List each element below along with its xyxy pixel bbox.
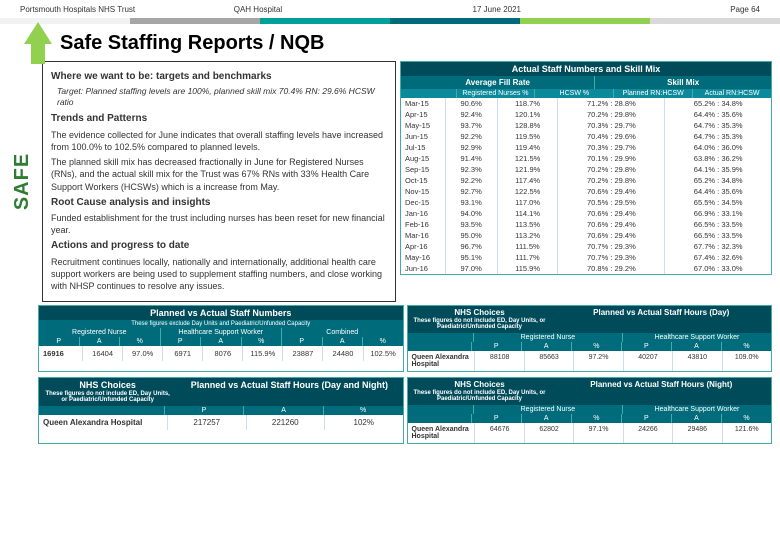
col-header [401,89,457,98]
header-site: QAH Hospital [164,5,378,14]
table-row: Mar-1695.0%113.2%70.6% : 29.4%66.5% : 33… [401,230,771,241]
header-org: Portsmouth Hospitals NHS Trust [20,5,164,14]
trends-heading: Trends and Patterns [51,112,387,126]
arrow-stem-icon [31,44,45,64]
planned-actual-numbers-panel: Planned vs Actual Staff NumbersThese fig… [38,305,404,372]
table-row: Nov-1592.7%122.5%70.6% : 29.4%64.4% : 35… [401,186,771,197]
nhs-choices-daynight-panel: NHS ChoicesThese figures do not include … [38,377,404,444]
trends-p2: The planned skill mix has decreased frac… [51,156,387,192]
safe-label: SAFE [12,153,35,210]
trends-p1: The evidence collected for June indicate… [51,129,387,153]
staff-skillmix-panel: Actual Staff Numbers and Skill Mix Avera… [400,61,772,275]
header-date: 17 June 2021 [378,5,617,14]
table-row: Apr-1696.7%111.5%70.7% : 29.3%67.7% : 32… [401,241,771,252]
col-header: Planned RN:HCSW [614,89,693,98]
page-header: Portsmouth Hospitals NHS Trust QAH Hospi… [0,0,780,18]
header-page: Page 64 [616,5,760,14]
col-header: HCSW % [535,89,614,98]
table-row: Jun-1592.2%119.5%70.4% : 29.6%64.7% : 35… [401,131,771,142]
rootcause-heading: Root Cause analysis and insights [51,196,387,210]
table-row: Apr-1592.4%120.1%70.2% : 29.8%64.4% : 35… [401,109,771,120]
table-row: Dec-1593.1%117.0%70.5% : 29.5%65.5% : 34… [401,197,771,208]
staff-table: Mar-1590.6%118.7%71.2% : 28.8%65.2% : 34… [401,98,771,274]
table-row: Oct-1592.2%117.4%70.2% : 29.8%65.2% : 34… [401,175,771,186]
table-row: Jun-1697.0%115.9%70.8% : 29.2%67.0% : 33… [401,263,771,274]
nhs-choices-night-panel: NHS ChoicesThese figures do not include … [407,377,773,444]
target-text: Target: Planned staffing levels are 100%… [57,86,387,109]
subhead-fillrate: Average Fill Rate [401,76,595,89]
color-bar [0,18,780,24]
subhead-skillmix: Skill Mix [595,76,771,89]
title-row: Safe Staffing Reports / NQB [0,28,780,61]
rootcause-p: Funded establishment for the trust inclu… [51,212,387,236]
table-row: Mar-1590.6%118.7%71.2% : 28.8%65.2% : 34… [401,98,771,109]
table-row: Aug-1591.4%121.5%70.1% : 29.9%63.8% : 36… [401,153,771,164]
safe-sidebar: SAFE [8,61,38,302]
table-row: May-1695.1%111.7%70.7% : 29.3%67.4% : 32… [401,252,771,263]
table-row: Feb-1693.5%113.5%70.6% : 29.4%66.5% : 33… [401,219,771,230]
col-header: Actual RN:HCSW [693,89,771,98]
table-row: Jan-1694.0%114.1%70.6% : 29.4%66.9% : 33… [401,208,771,219]
col-header: Registered Nurses % [457,89,536,98]
table-row: Sep-1592.3%121.9%70.2% : 29.8%64.1% : 35… [401,164,771,175]
targets-heading: Where we want to be: targets and benchma… [51,70,387,84]
table-row: May-1593.7%128.8%70.3% : 29.7%64.7% : 35… [401,120,771,131]
table-row: Jul-1592.9%119.4%70.3% : 29.7%64.0% : 36… [401,142,771,153]
arrow-up-icon [24,22,52,44]
narrative-box: Where we want to be: targets and benchma… [42,61,396,302]
page-title: Safe Staffing Reports / NQB [60,32,324,55]
actions-heading: Actions and progress to date [51,239,387,253]
panel-title: Actual Staff Numbers and Skill Mix [401,62,771,76]
nhs-choices-day-panel: NHS ChoicesThese figures do not include … [407,305,773,372]
actions-p: Recruitment continues locally, nationall… [51,256,387,292]
